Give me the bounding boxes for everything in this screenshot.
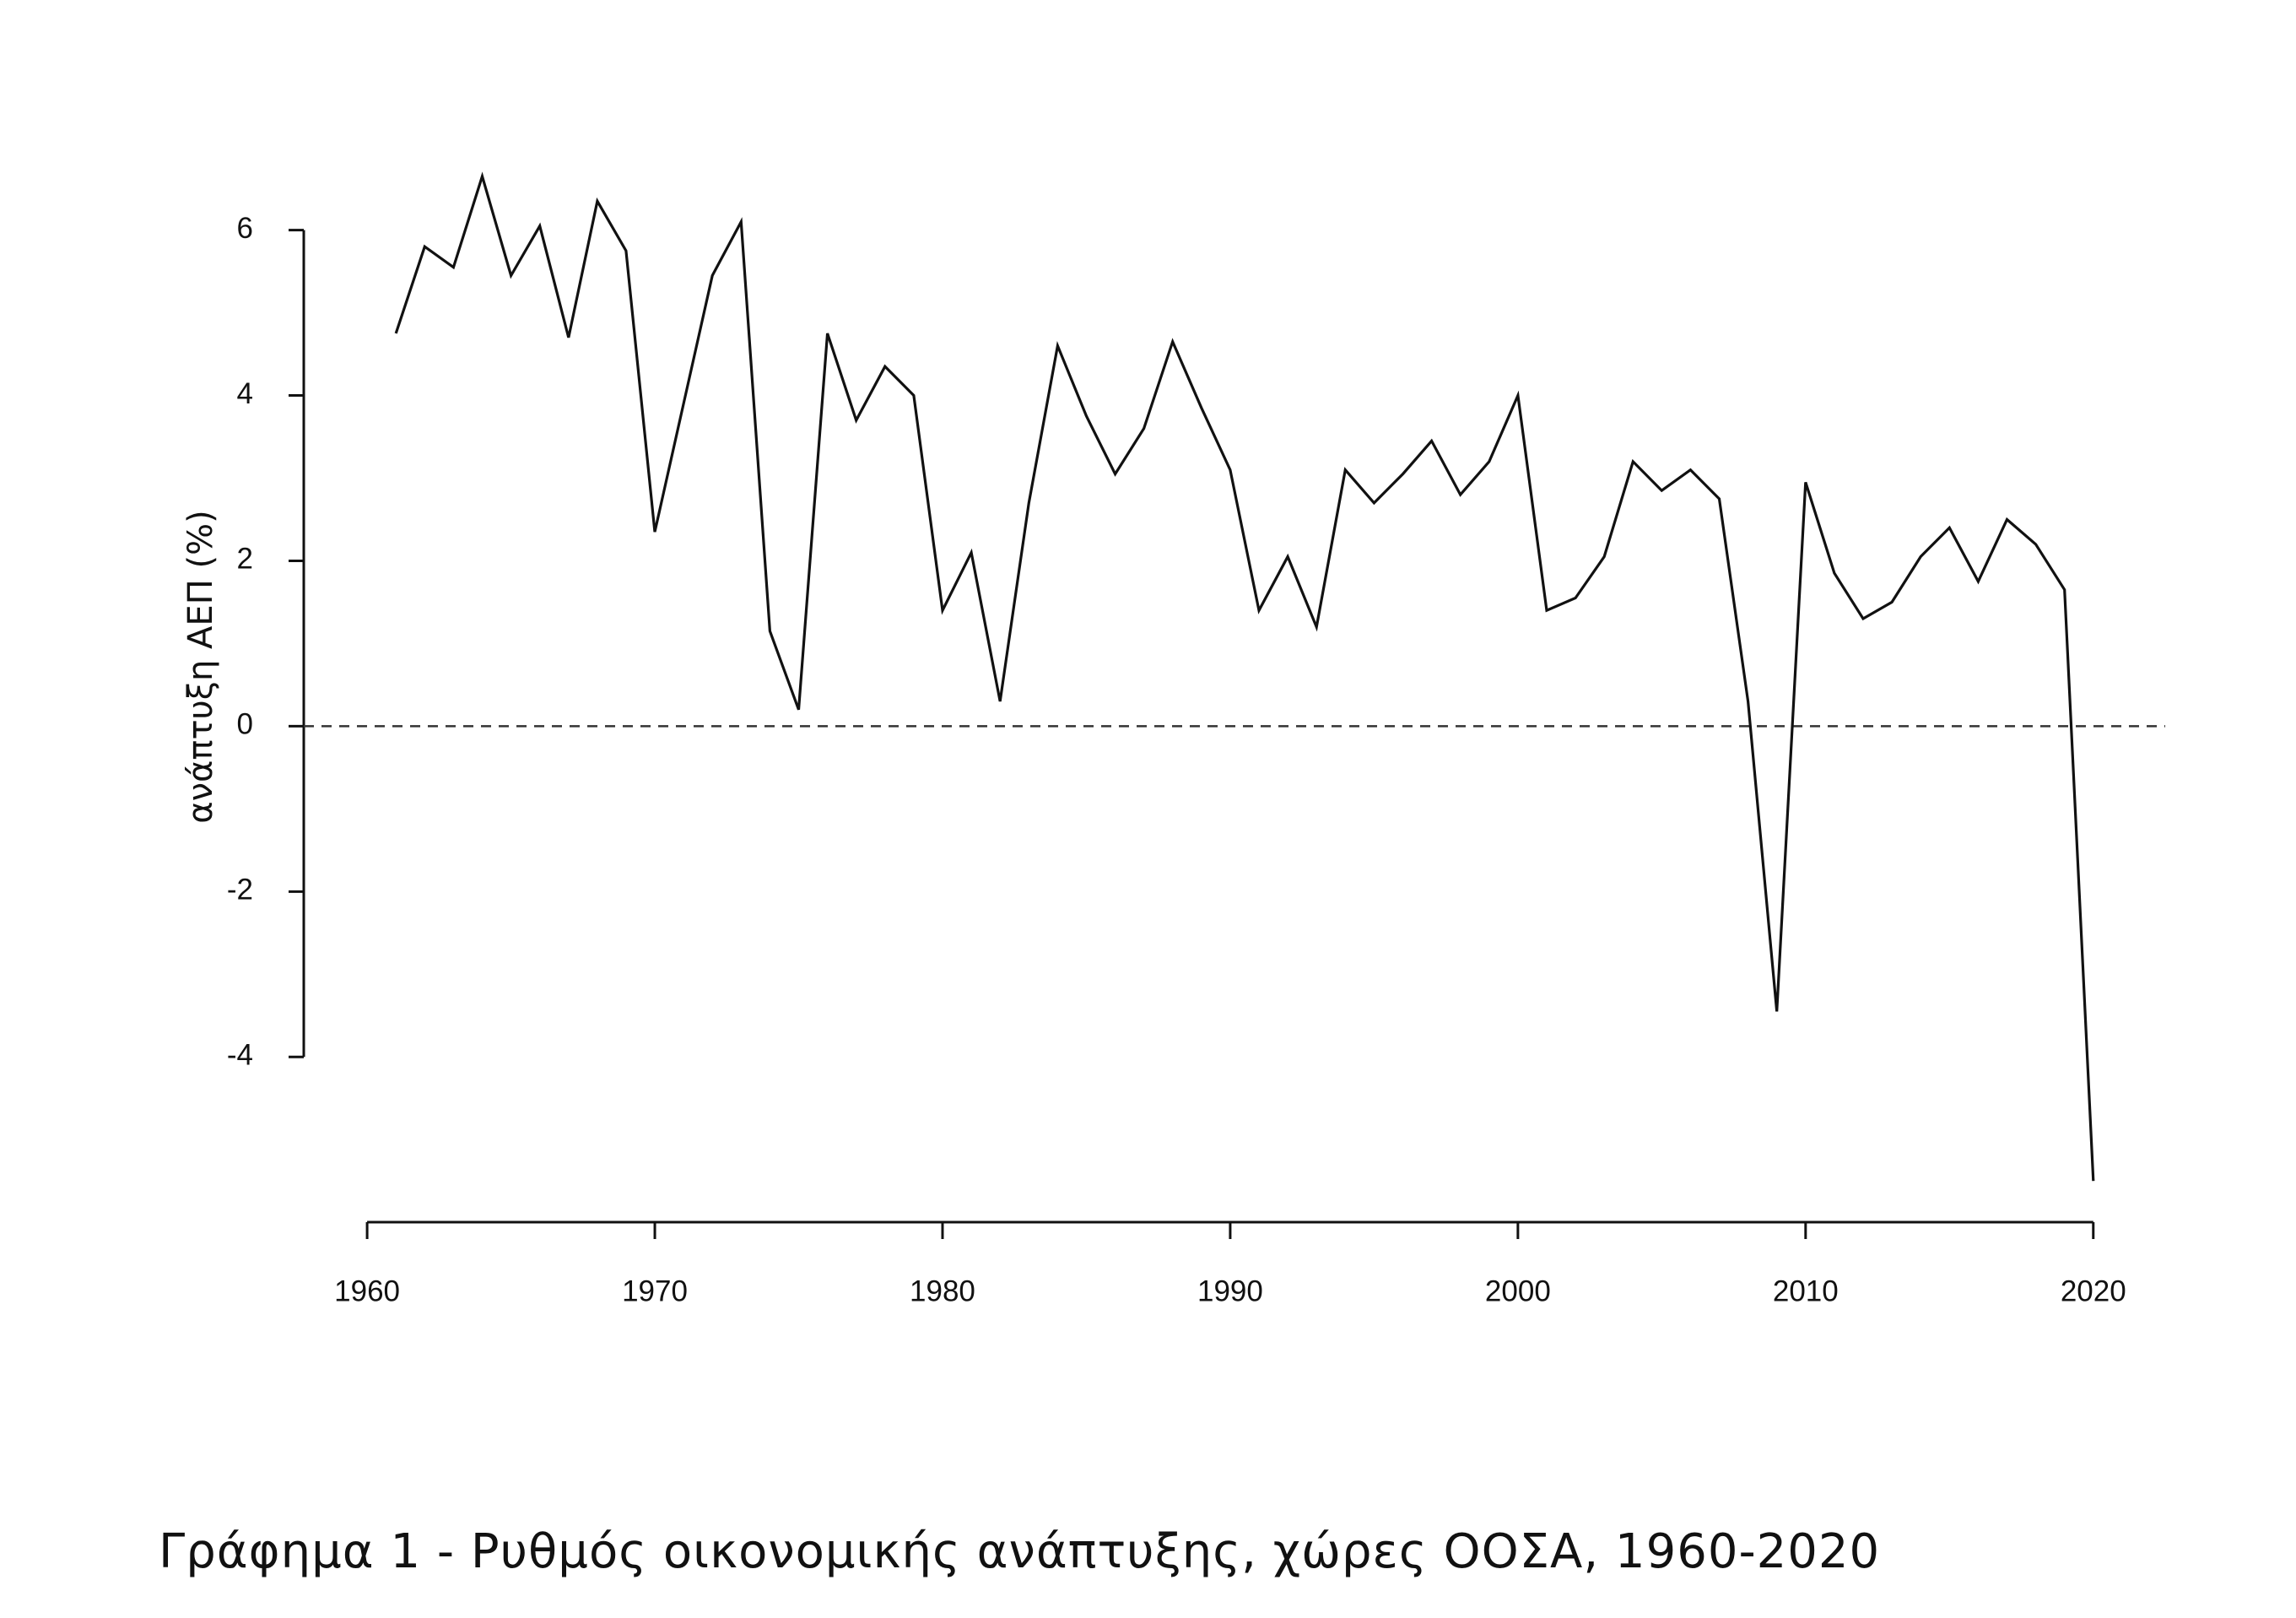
y-axis-label: ανάπτυξη ΑΕΠ (%) — [181, 510, 220, 823]
y-tick-label: 0 — [237, 708, 253, 741]
caption: Γράφημα 1 - Ρυθμός οικονομικής ανάπτυξης… — [159, 1524, 1880, 1579]
y-tick-label: -4 — [227, 1039, 253, 1072]
y-tick-label: 4 — [237, 377, 253, 410]
y-tick-label: -2 — [227, 874, 253, 906]
x-tick-label: 2000 — [1485, 1274, 1551, 1307]
x-tick-label: 2020 — [2061, 1274, 2126, 1307]
x-tick-label: 2010 — [1773, 1274, 1839, 1307]
x-tick-label: 1970 — [622, 1274, 688, 1307]
data-line — [394, 171, 2095, 1182]
x-tick-label: 1990 — [1197, 1274, 1263, 1307]
y-tick-label: 2 — [237, 543, 253, 576]
x-tick-label: 1980 — [910, 1274, 975, 1307]
x-tick-label: 1960 — [334, 1274, 400, 1307]
y-tick-label: 6 — [237, 212, 253, 245]
